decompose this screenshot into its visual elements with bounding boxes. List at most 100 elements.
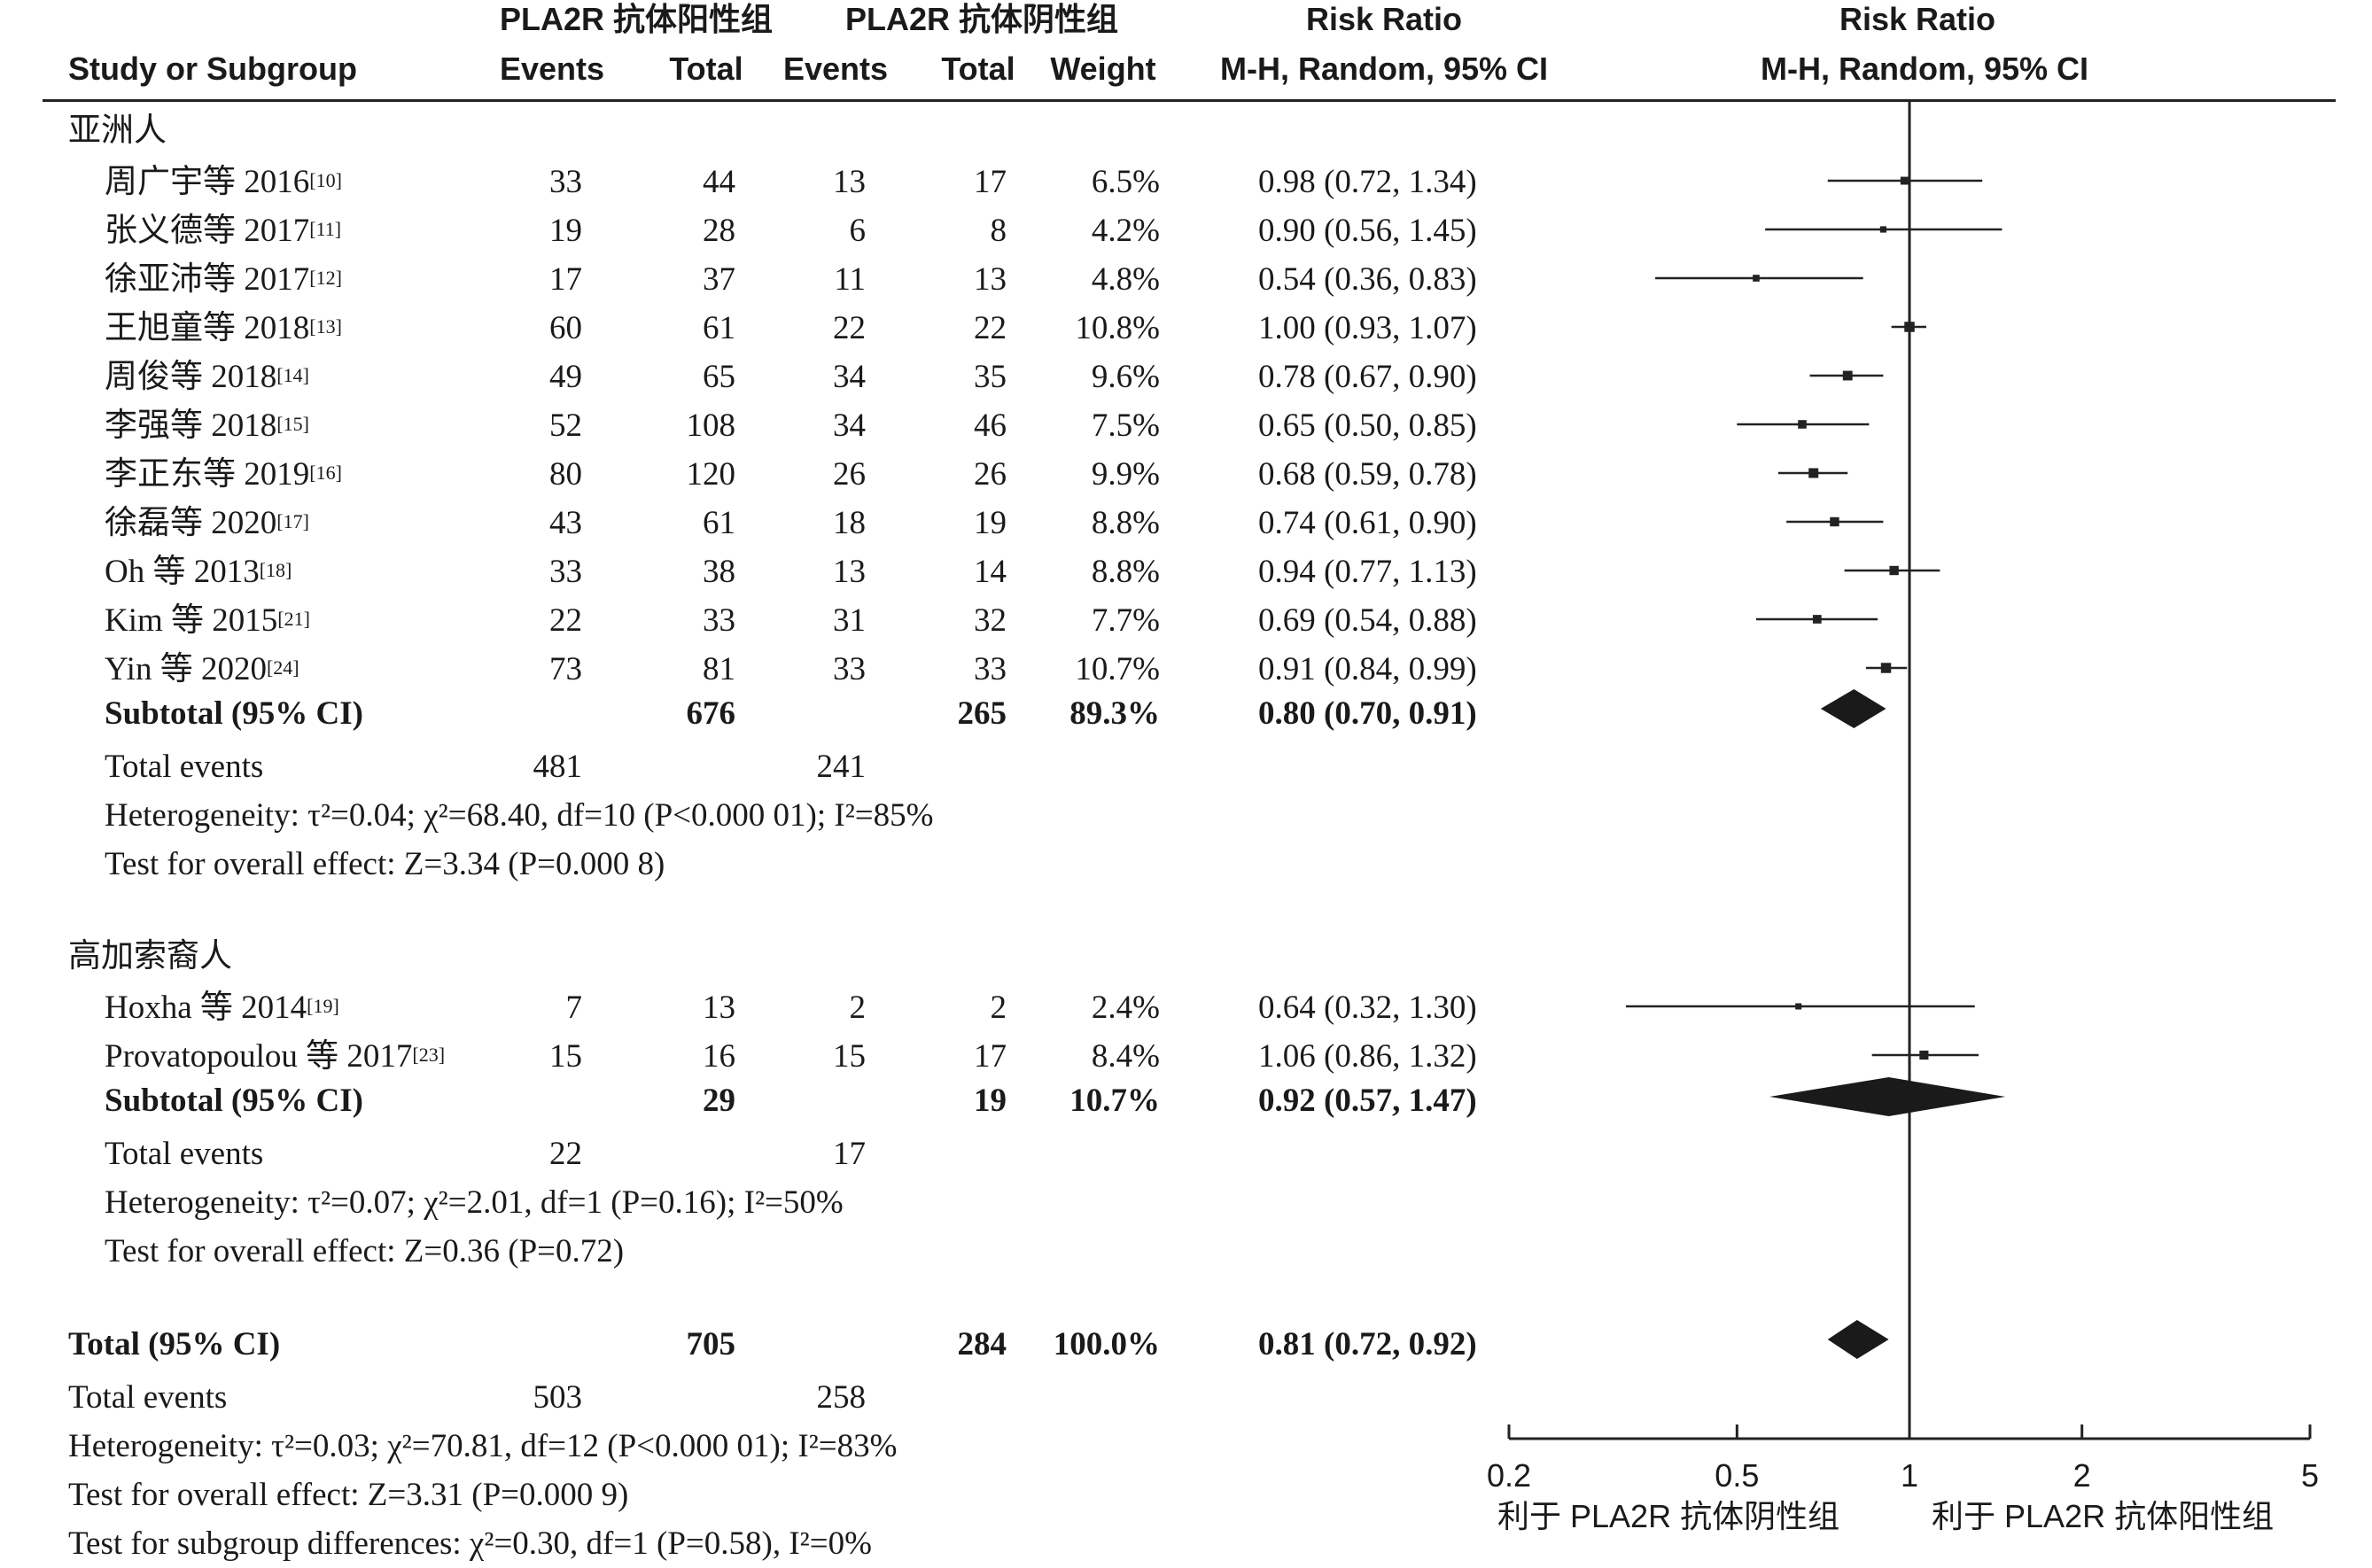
total-events-label: Total events <box>105 749 264 785</box>
study-reference: [15] <box>276 413 309 435</box>
pos-events-cell: 17 <box>549 261 582 298</box>
total-pos-total: 705 <box>686 1326 736 1362</box>
summary-diamond <box>1769 1077 2006 1116</box>
study-label: 李强等 2018 <box>105 408 277 444</box>
neg-total-cell: 26 <box>974 456 1007 493</box>
pos-total-cell: 81 <box>703 651 735 687</box>
ci-cell: 0.78 (0.67, 0.90) <box>1258 359 1477 395</box>
pos-events-cell: 73 <box>549 651 582 687</box>
study-point <box>1795 1003 1802 1010</box>
study-row: 徐磊等 2020[17] <box>105 504 309 543</box>
study-column-header: Study or Subgroup <box>68 50 357 87</box>
study-label: 李正东等 2019 <box>105 456 310 493</box>
study-row: 周广宇等 2016[10] <box>105 163 342 202</box>
x-tick-label: 2 <box>2073 1457 2091 1494</box>
pos-total-cell: 28 <box>703 213 735 249</box>
pos-events-cell: 22 <box>549 602 582 639</box>
rr-method-header-plot: M-H, Random, 95% CI <box>1760 50 2089 87</box>
neg-total-cell: 32 <box>974 602 1007 639</box>
study-point <box>1879 226 1886 233</box>
ci-cell: 0.69 (0.54, 0.88) <box>1258 602 1477 639</box>
study-label: Oh 等 2013 <box>105 554 260 590</box>
pos-total-cell: 61 <box>703 505 735 541</box>
negative-group-header: PLA2R 抗体阴性组 <box>844 1 1119 37</box>
subtotal-ci: 0.92 (0.57, 1.47) <box>1258 1083 1477 1119</box>
neg-total-header: Total <box>941 50 1015 87</box>
pos-events-cell: 33 <box>549 164 582 200</box>
x-tick-label: 1 <box>1901 1457 1918 1494</box>
neg-events-header: Events <box>782 50 889 87</box>
neg-total-cell: 19 <box>974 505 1007 541</box>
study-reference: [10] <box>309 169 342 191</box>
pos-total-cell: 13 <box>703 990 735 1026</box>
study-reference: [24] <box>266 656 299 679</box>
risk-ratio-header-plot: Risk Ratio <box>1839 1 1996 37</box>
study-point <box>1808 468 1819 478</box>
study-reference: [18] <box>259 559 292 581</box>
neg-total-cell: 14 <box>974 554 1007 590</box>
neg-events-cell: 33 <box>833 651 866 687</box>
study-point <box>1830 516 1839 527</box>
total-label: Total (95% CI) <box>68 1326 281 1362</box>
neg-events-cell: 26 <box>833 456 866 493</box>
study-reference: [13] <box>309 315 342 338</box>
ci-cell: 0.54 (0.36, 0.83) <box>1258 261 1477 298</box>
weight-cell: 4.2% <box>1091 213 1160 249</box>
study-point <box>1812 615 1822 624</box>
study-reference: [17] <box>276 510 309 532</box>
x-tick-label: 0.5 <box>1715 1457 1759 1494</box>
x-tick-label: 0.2 <box>1487 1457 1531 1494</box>
neg-events-cell: 22 <box>833 310 866 346</box>
study-label: Hoxha 等 2014 <box>105 990 307 1026</box>
study-point <box>1919 1050 1929 1060</box>
neg-total-cell: 46 <box>974 408 1007 444</box>
neg-events-cell: 34 <box>833 408 866 444</box>
study-row: 李正东等 2019[16] <box>105 455 342 494</box>
study-reference: [11] <box>309 218 342 240</box>
ci-cell: 0.91 (0.84, 0.99) <box>1258 651 1477 687</box>
pos-events-cell: 52 <box>549 408 582 444</box>
overall-heterogeneity-text: Heterogeneity: τ²=0.03; χ²=70.81, df=12 … <box>68 1428 898 1464</box>
favours-negative-label: 利于 PLA2R 抗体阴性组 <box>1497 1498 1840 1534</box>
study-point <box>1900 176 1909 185</box>
pos-events-cell: 7 <box>565 990 583 1026</box>
study-row: 周俊等 2018[14] <box>105 358 309 397</box>
weight-cell: 9.9% <box>1091 456 1160 493</box>
total-events-neg: 17 <box>833 1136 866 1172</box>
weight-cell: 6.5% <box>1091 164 1160 200</box>
neg-events-cell: 18 <box>833 505 866 541</box>
weight-cell: 4.8% <box>1091 261 1160 298</box>
pos-events-cell: 33 <box>549 554 582 590</box>
overall-effect-text: Test for overall effect: Z=3.34 (P=0.000… <box>105 846 665 882</box>
study-label: 徐磊等 2020 <box>105 505 277 541</box>
neg-total-cell: 2 <box>990 990 1007 1026</box>
pos-total-cell: 44 <box>703 164 735 200</box>
study-row: 徐亚沛等 2017[12] <box>105 260 342 299</box>
pos-total-header: Total <box>669 50 743 87</box>
neg-total-cell: 13 <box>974 261 1007 298</box>
neg-events-cell: 13 <box>833 554 866 590</box>
subgroup-difference-text: Test for subgroup differences: χ²=0.30, … <box>68 1525 872 1562</box>
total-events-pos: 481 <box>533 749 583 785</box>
study-label: 周广宇等 2016 <box>105 164 310 200</box>
ci-cell: 0.98 (0.72, 1.34) <box>1258 164 1477 200</box>
weight-cell: 7.5% <box>1091 408 1160 444</box>
weight-header: Weight <box>1050 50 1156 87</box>
weight-cell: 8.8% <box>1091 505 1160 541</box>
weight-cell: 2.4% <box>1091 990 1160 1026</box>
overall-total-events-neg: 258 <box>816 1379 867 1416</box>
pos-total-cell: 37 <box>703 261 735 298</box>
study-reference: [14] <box>276 364 309 386</box>
study-row: Kim 等 2015[21] <box>105 602 310 640</box>
subtotal-label: Subtotal (95% CI) <box>105 695 363 732</box>
summary-diamond <box>1827 1320 1889 1359</box>
total-events-label: Total events <box>105 1136 264 1172</box>
subgroup-heading: 高加索裔人 <box>68 938 232 974</box>
study-row: Provatopoulou 等 2017[23] <box>105 1037 445 1076</box>
weight-cell: 7.7% <box>1091 602 1160 639</box>
study-reference: [23] <box>412 1044 446 1066</box>
positive-group-header: PLA2R 抗体阳性组 <box>499 1 774 37</box>
study-label: 周俊等 2018 <box>105 359 277 395</box>
